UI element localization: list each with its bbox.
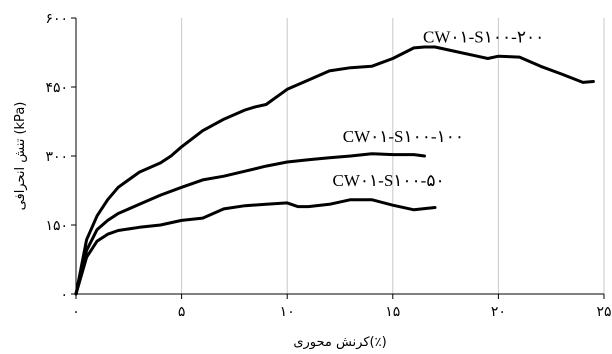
x-tick-label: ۱۵ <box>385 304 400 320</box>
series-lines <box>74 45 595 296</box>
x-tick-label: ۰ <box>72 304 80 320</box>
y-tick-label: ۳۰۰ <box>45 149 68 165</box>
series-labels: CW۰۱-S۱۰۰-۲۰۰ CW۰۱-S۱۰۰-۱۰۰ CW۰۱-S۱۰۰-۵۰ <box>333 27 545 190</box>
x-axis-title: کرنش محوری(٪) <box>293 335 386 350</box>
series-label-2: CW۰۱-S۱۰۰-۵۰ <box>333 171 445 190</box>
ticks: ۰ ۱۵۰ ۳۰۰ ۴۵۰ ۶۰۰ ۰ ۵ ۱۰ ۱۵ ۲۰ ۲۵ <box>45 11 611 320</box>
y-tick-label: ۰ <box>60 287 68 303</box>
series-label-1: CW۰۱-S۱۰۰-۱۰۰ <box>343 127 464 146</box>
y-tick-label: ۶۰۰ <box>45 11 68 27</box>
series-label-0: CW۰۱-S۱۰۰-۲۰۰ <box>423 27 544 46</box>
x-tick-label: ۵ <box>178 304 186 320</box>
x-tick-label: ۱۰ <box>280 304 295 320</box>
x-tick-label: ۲۵ <box>596 304 611 320</box>
y-axis-title: تنش انحرافی (kPa) <box>13 102 28 211</box>
series-line-1 <box>74 152 426 296</box>
x-tick-label: ۲۰ <box>491 304 506 320</box>
y-tick-label: ۴۵۰ <box>45 80 68 96</box>
series-line-2 <box>74 198 437 296</box>
series-line-0 <box>74 45 595 296</box>
y-tick-label: ۱۵۰ <box>45 218 68 234</box>
